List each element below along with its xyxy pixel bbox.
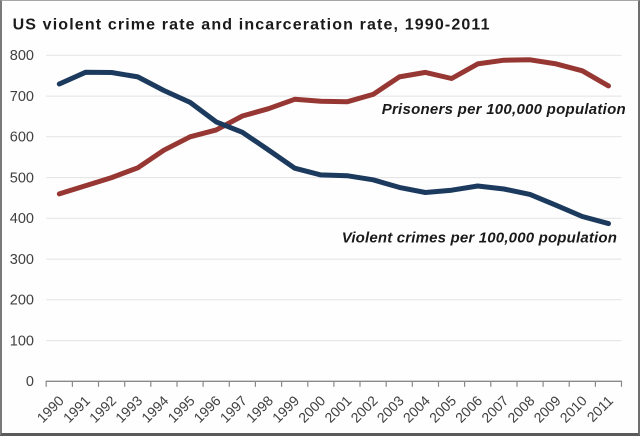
svg-text:1996: 1996 (190, 392, 223, 425)
svg-text:2003: 2003 (374, 392, 407, 425)
svg-text:1992: 1992 (86, 392, 119, 425)
svg-text:2009: 2009 (530, 392, 563, 425)
svg-text:2008: 2008 (504, 392, 537, 425)
svg-text:2002: 2002 (347, 392, 380, 425)
svg-text:US violent crime rate and inca: US violent crime rate and incarceration … (13, 17, 491, 34)
svg-text:1997: 1997 (217, 392, 250, 425)
svg-text:2005: 2005 (426, 392, 459, 425)
svg-text:700: 700 (10, 89, 34, 105)
svg-text:1998: 1998 (243, 392, 276, 425)
svg-text:600: 600 (10, 130, 34, 146)
svg-text:800: 800 (10, 48, 34, 64)
svg-text:Prisoners per 100,000 populati: Prisoners per 100,000 population (382, 101, 626, 118)
svg-text:0: 0 (26, 374, 34, 390)
svg-text:2010: 2010 (557, 392, 590, 425)
svg-text:1993: 1993 (112, 392, 145, 425)
svg-text:1999: 1999 (269, 392, 302, 425)
svg-text:2000: 2000 (295, 392, 328, 425)
svg-text:1995: 1995 (164, 392, 197, 425)
svg-text:1991: 1991 (60, 392, 93, 425)
svg-text:300: 300 (10, 252, 34, 268)
svg-text:2006: 2006 (452, 392, 485, 425)
svg-text:2001: 2001 (321, 392, 354, 425)
svg-text:100: 100 (10, 334, 34, 350)
svg-text:2004: 2004 (400, 392, 433, 425)
svg-text:2011: 2011 (584, 392, 617, 425)
svg-text:2007: 2007 (478, 392, 511, 425)
svg-text:400: 400 (10, 211, 34, 227)
svg-text:1990: 1990 (34, 392, 67, 425)
svg-text:Violent crimes per 100,000 pop: Violent crimes per 100,000 population (342, 229, 617, 246)
svg-text:1994: 1994 (138, 392, 171, 425)
svg-text:200: 200 (10, 293, 34, 309)
svg-text:500: 500 (10, 171, 34, 187)
